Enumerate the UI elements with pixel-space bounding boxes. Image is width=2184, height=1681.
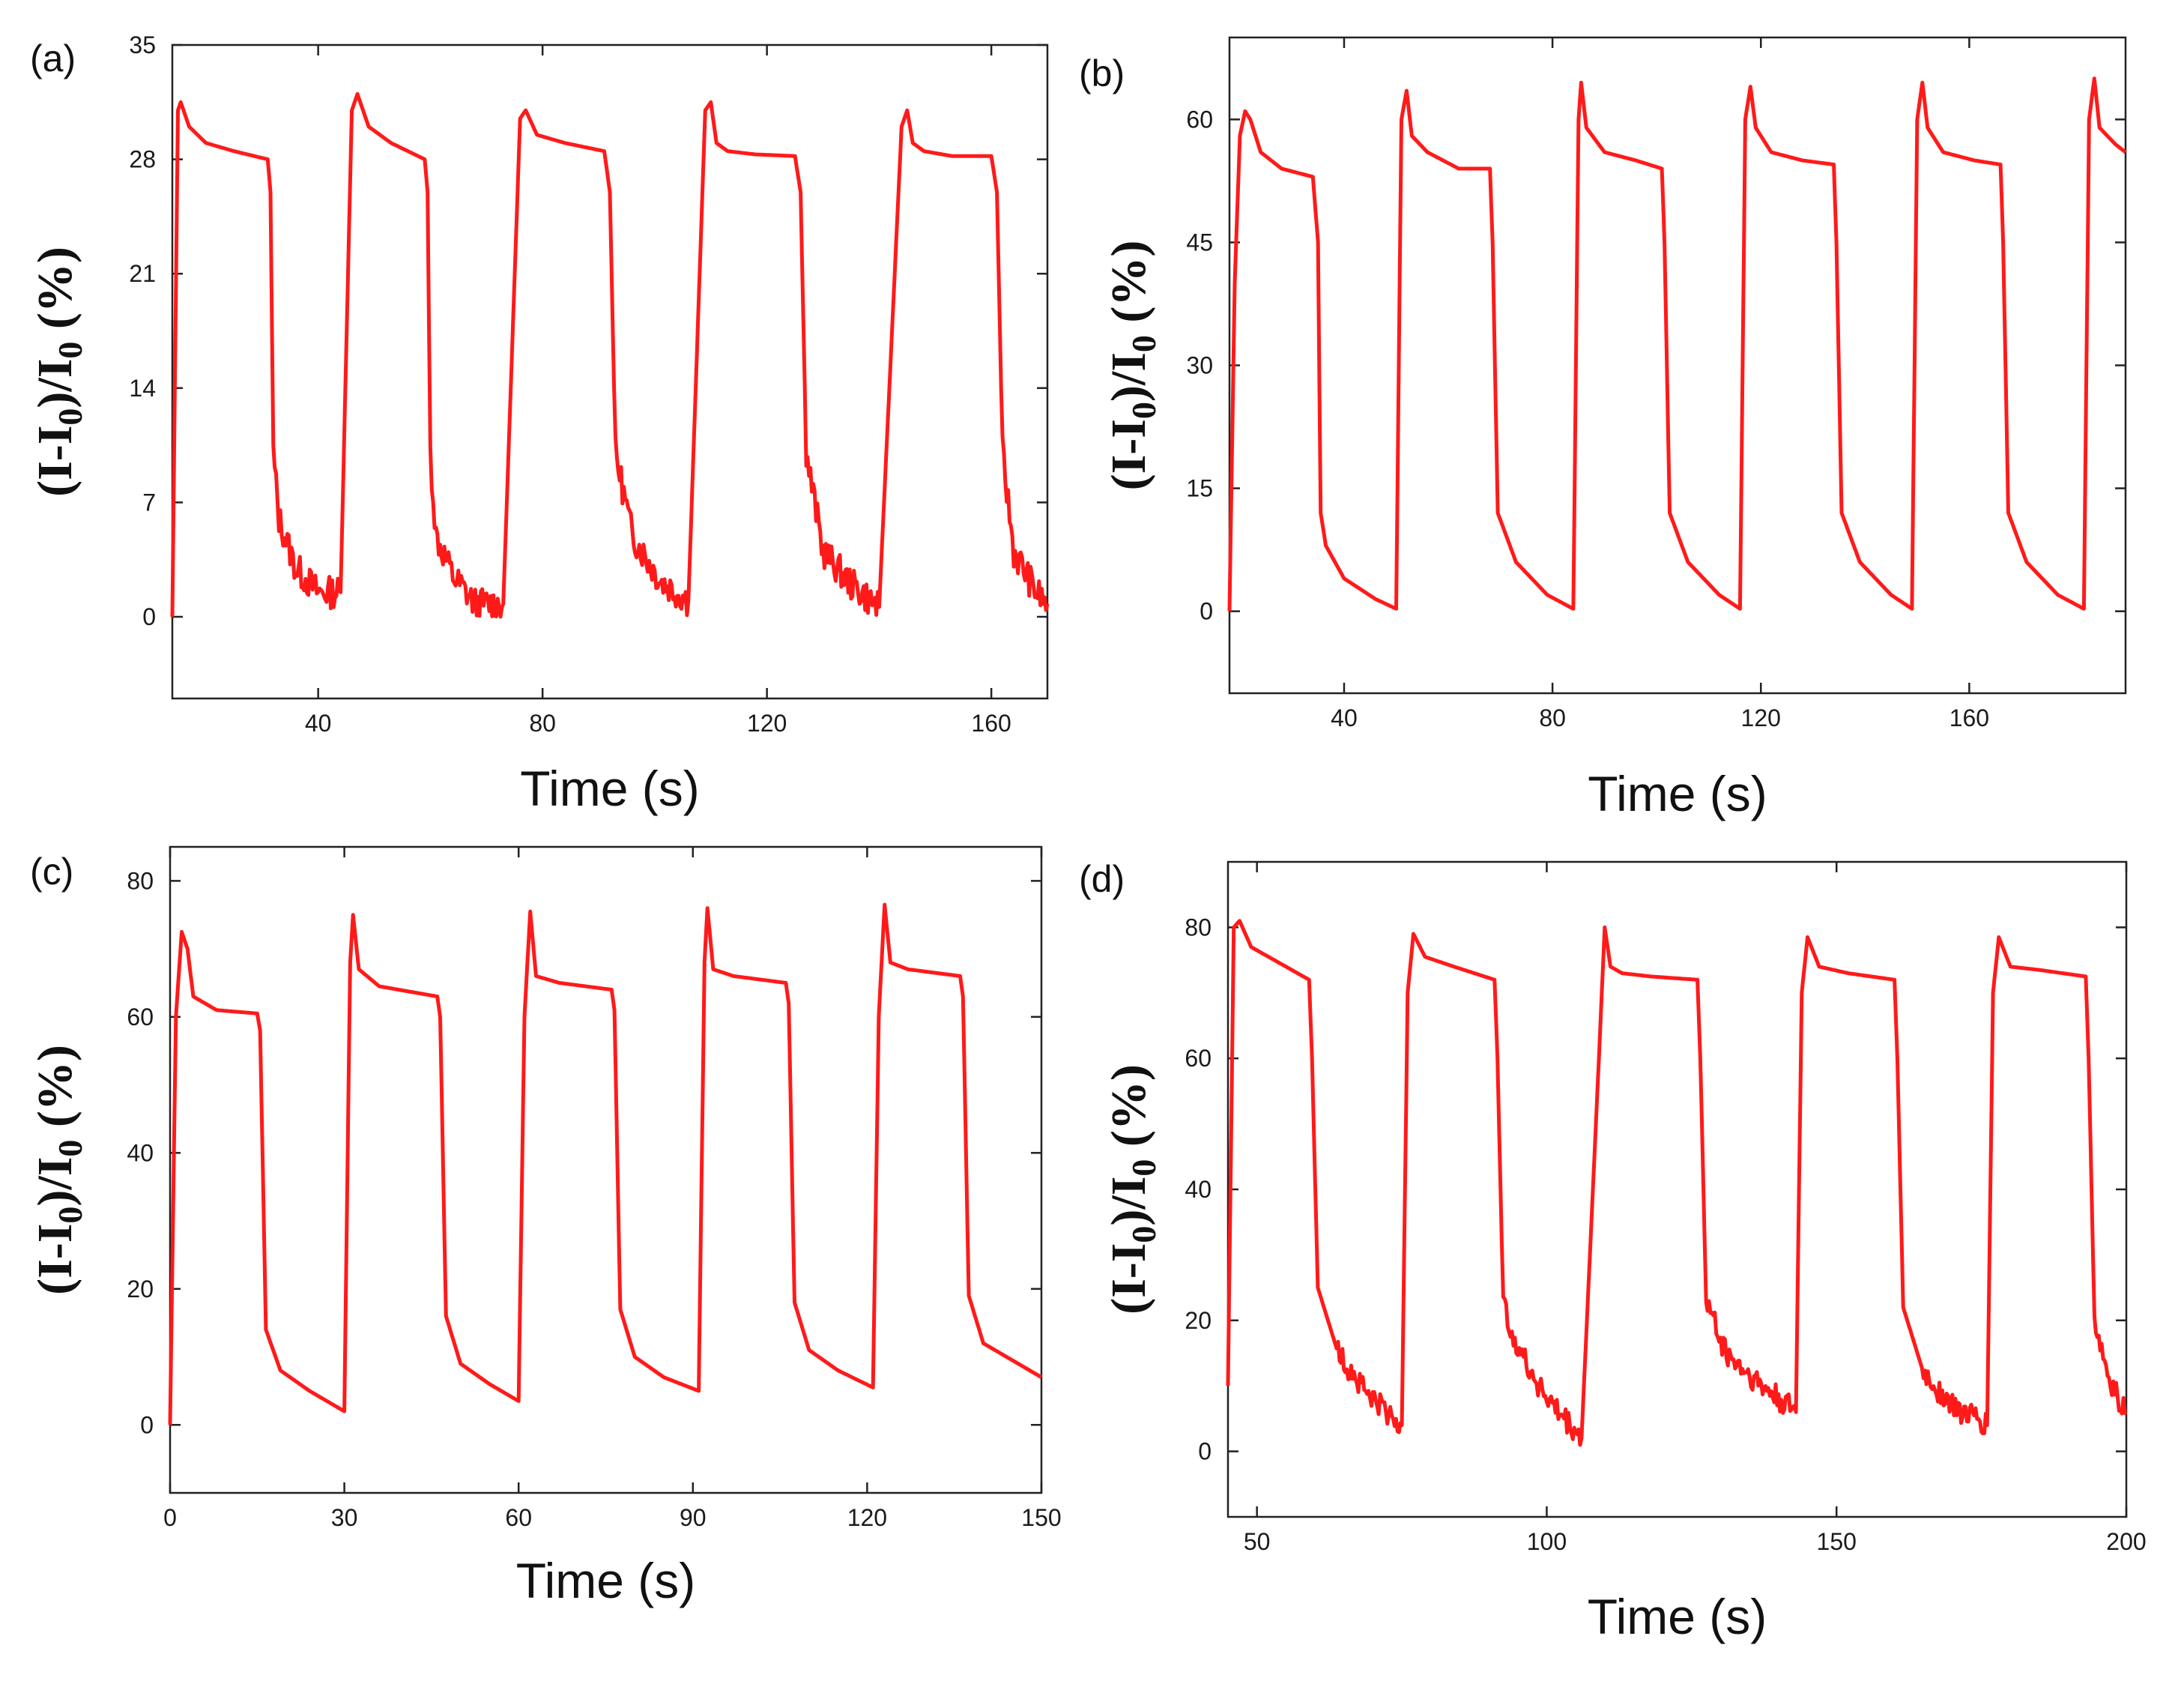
plot-frame bbox=[1228, 36, 2127, 695]
x-tick-label: 60 bbox=[505, 1504, 532, 1531]
x-tick-label: 0 bbox=[163, 1504, 177, 1531]
y-tick-label: 0 bbox=[1200, 598, 1213, 625]
x-tick-label: 120 bbox=[1741, 704, 1781, 731]
x-tick-label: 40 bbox=[305, 710, 332, 737]
x-tick-label: 30 bbox=[331, 1504, 358, 1531]
x-tick-label: 90 bbox=[680, 1504, 707, 1531]
y-tick-label: 0 bbox=[1198, 1438, 1212, 1465]
y-axis-title: (I-I0)/I0 (%) bbox=[28, 247, 89, 497]
y-tick-label: 0 bbox=[142, 603, 156, 630]
y-tick-label: 7 bbox=[142, 489, 156, 516]
plot-frame bbox=[169, 845, 1043, 1494]
panel-label: (c) bbox=[30, 851, 73, 893]
x-axis-title: Time (s) bbox=[516, 1553, 696, 1608]
y-tick-label: 15 bbox=[1186, 475, 1213, 502]
x-tick-label: 150 bbox=[1817, 1528, 1857, 1555]
series-line bbox=[1227, 76, 2127, 612]
y-tick-label: 14 bbox=[129, 375, 156, 402]
panel-label: (a) bbox=[30, 37, 76, 79]
x-axis-title: Time (s) bbox=[1588, 1589, 1767, 1644]
panel-label: (d) bbox=[1079, 858, 1125, 900]
x-axis-title: Time (s) bbox=[520, 761, 700, 816]
y-tick-label: 80 bbox=[1185, 914, 1212, 941]
panel-a: 40 80 120 160 0 7 14 21 28 35 (a) Time (s) (I-I0)/I0… bbox=[0, 0, 1079, 824]
x-tick-label: 50 bbox=[1244, 1528, 1271, 1555]
x-axis-title: Time (s) bbox=[1588, 766, 1767, 821]
y-tick-label: 35 bbox=[129, 31, 156, 58]
y-axis-title: (I-I0)/I0 (%) bbox=[1101, 241, 1163, 491]
y-tick-label: 0 bbox=[140, 1411, 154, 1438]
chart-c: 0 30 60 90 120 150 0 20 40 60 80 (c) Time (s) (I-I0)/… bbox=[28, 845, 1062, 1608]
x-tick-label: 80 bbox=[1539, 704, 1566, 731]
y-axis-title: (I-I0)/I0 (%) bbox=[28, 1045, 89, 1295]
y-axis-title: (I-I0)/I0 (%) bbox=[1101, 1064, 1163, 1315]
series-line bbox=[170, 91, 1050, 619]
y-tick-label: 20 bbox=[1185, 1307, 1212, 1334]
y-tick-label: 80 bbox=[127, 867, 154, 894]
y-tick-label: 28 bbox=[129, 146, 156, 173]
y-tick-label: 40 bbox=[1185, 1176, 1212, 1203]
y-tick-label: 30 bbox=[1186, 352, 1213, 379]
x-tick-label: 200 bbox=[2106, 1528, 2146, 1555]
chart-a: 40 80 120 160 0 7 14 21 28 35 (a) Time (s) (I-I0)/I0… bbox=[28, 31, 1050, 816]
x-tick-label: 160 bbox=[1949, 704, 1989, 731]
x-tick-label: 160 bbox=[971, 710, 1011, 737]
panel-c: 0 30 60 90 120 150 0 20 40 60 80 (c) Time (s) (I-I0)/… bbox=[0, 824, 1079, 1681]
chart-b: 40 80 120 160 0 15 30 45 60 (b) Time (s) (I-I0)/I0 … bbox=[1079, 36, 2127, 821]
x-tick-label: 120 bbox=[747, 710, 787, 737]
y-tick-label: 40 bbox=[127, 1139, 154, 1166]
y-tick-label: 21 bbox=[129, 260, 156, 287]
x-tick-label: 80 bbox=[529, 710, 556, 737]
chart-d: 50 100 150 200 0 20 40 60 80 (d) Time (s) (I-I0)/I0… bbox=[1079, 858, 2147, 1644]
series-line bbox=[168, 902, 1043, 1425]
x-tick-label: 100 bbox=[1527, 1528, 1567, 1555]
y-tick-label: 60 bbox=[127, 1004, 154, 1030]
x-tick-label: 120 bbox=[847, 1504, 887, 1531]
y-tick-label: 45 bbox=[1186, 229, 1213, 256]
panel-b: 40 80 120 160 0 15 30 45 60 (b) Time (s) (I-I0)/I0 … bbox=[1079, 0, 2184, 824]
panel-d: 50 100 150 200 0 20 40 60 80 (d) Time (s) (I-I0)/I0… bbox=[1079, 824, 2184, 1681]
plot-frame bbox=[171, 43, 1049, 700]
x-tick-label: 40 bbox=[1331, 704, 1358, 731]
panel-label: (b) bbox=[1079, 52, 1125, 94]
y-tick-label: 60 bbox=[1186, 106, 1213, 133]
y-tick-label: 60 bbox=[1185, 1045, 1212, 1072]
x-tick-label: 150 bbox=[1021, 1504, 1061, 1531]
y-tick-label: 20 bbox=[127, 1276, 154, 1303]
series-line bbox=[1226, 919, 2128, 1447]
